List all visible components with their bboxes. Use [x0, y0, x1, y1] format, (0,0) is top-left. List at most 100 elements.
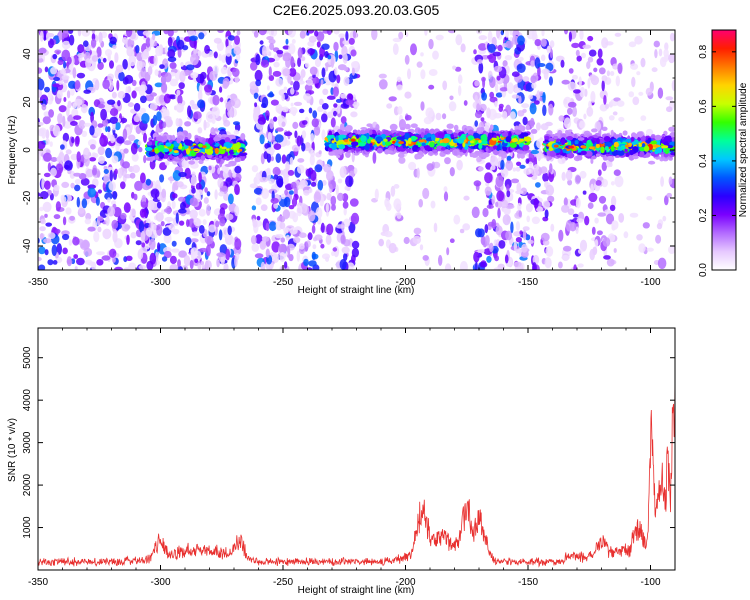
- spectrogram-noise-cell: [175, 103, 184, 113]
- spectrogram-noise-cell: [44, 86, 50, 93]
- spectrogram-noise-cell: [303, 189, 310, 196]
- spectrogram-noise-cell: [480, 117, 485, 122]
- spectrogram-noise-cell: [234, 205, 240, 217]
- spectrogram-noise-cell: [444, 157, 451, 165]
- spectrogram-noise-cell: [102, 57, 107, 63]
- spectrogram-signal-cell: [410, 123, 418, 128]
- spectrogram-noise-cell: [227, 225, 232, 236]
- spectrogram-noise-cell: [123, 148, 129, 154]
- spectrogram-noise-cell: [582, 190, 587, 195]
- spectrogram-noise-cell: [313, 191, 322, 203]
- spectrogram-noise-cell: [474, 80, 480, 87]
- spectrogram-noise-cell: [288, 67, 297, 77]
- spectrogram-noise-cell: [277, 115, 286, 122]
- spectrogram-noise-cell: [109, 60, 114, 69]
- spectrogram-noise-cell: [509, 111, 516, 120]
- spectrogram-noise-cell: [511, 94, 520, 99]
- spectrogram-noise-cell: [307, 232, 313, 241]
- spectrogram-noise-cell: [610, 195, 617, 207]
- spectrogram-noise-cell: [478, 43, 487, 51]
- spectrogram-noise-cell: [324, 76, 329, 83]
- spectrogram-noise-cell: [392, 37, 402, 43]
- spectrogram-noise-cell: [197, 50, 202, 57]
- spectrogram-noise-cell: [254, 69, 263, 82]
- spectrogram-signal-cell: [351, 141, 359, 147]
- spectrogram-noise-cell: [203, 119, 207, 131]
- spectrogram-noise-cell: [526, 215, 530, 223]
- spectrogram-noise-cell: [61, 49, 71, 61]
- spectrogram-noise-cell: [498, 240, 506, 249]
- spectrogram-noise-cell: [64, 160, 73, 171]
- spectrogram-noise-cell: [293, 101, 303, 106]
- spectrogram-noise-cell: [610, 181, 615, 186]
- spectrogram-noise-cell: [288, 43, 296, 55]
- spectrogram-noise-cell: [516, 63, 526, 73]
- spectrogram-noise-cell: [130, 142, 138, 155]
- spectrogram-noise-cell: [194, 258, 199, 264]
- spectrogram-noise-cell: [628, 91, 635, 98]
- spectrogram-noise-cell: [228, 193, 234, 205]
- spectrogram-noise-cell: [76, 196, 81, 208]
- spectrogram-noise-cell: [646, 247, 654, 252]
- spectrogram-noise-cell: [293, 236, 301, 244]
- spectrogram-noise-cell: [484, 172, 493, 184]
- spectrogram-noise-cell: [393, 184, 400, 189]
- spectrogram-noise-cell: [234, 255, 238, 267]
- spectrogram-noise-cell: [517, 202, 522, 211]
- spectrogram-noise-cell: [512, 167, 517, 172]
- spectrogram-noise-cell: [132, 164, 140, 173]
- spectrogram-noise-cell: [545, 184, 555, 196]
- spectrogram-noise-cell: [325, 234, 332, 245]
- spectrogram-noise-cell: [180, 202, 186, 210]
- spectrogram-noise-cell: [326, 192, 332, 201]
- spectrogram-noise-cell: [259, 40, 264, 45]
- spectrogram-noise-cell: [128, 54, 136, 67]
- spectrogram-noise-cell: [234, 165, 242, 174]
- spectrogram-noise-cell: [198, 208, 206, 217]
- spectrogram-noise-cell: [198, 32, 205, 40]
- spectrogram-noise-cell: [327, 55, 332, 60]
- spectrogram-signal-cell: [424, 145, 431, 151]
- spectrogram-noise-cell: [579, 120, 586, 129]
- spectrogram-noise-cell: [438, 254, 443, 266]
- spectrogram-noise-cell: [198, 225, 205, 234]
- spectrogram-noise-cell: [543, 68, 549, 80]
- spectrogram-noise-cell: [419, 244, 424, 251]
- spectrogram-noise-cell: [43, 172, 51, 178]
- spectrogram-noise-cell: [211, 106, 220, 119]
- spectrogram-noise-cell: [486, 107, 491, 119]
- spectrogram-noise-cell: [71, 136, 75, 144]
- spectrogram-noise-cell: [109, 116, 119, 125]
- spectrogram-noise-cell: [544, 209, 549, 219]
- spectrogram-signal-cell: [404, 123, 411, 130]
- spectrogram-noise-cell: [594, 217, 599, 224]
- spectrogram-noise-cell: [268, 38, 276, 45]
- spectrogram-noise-cell: [177, 259, 181, 268]
- spectrogram-noise-cell: [272, 253, 279, 263]
- spectrogram-noise-cell: [234, 238, 242, 251]
- spectrogram-noise-cell: [169, 94, 177, 100]
- spectrogram-noise-cell: [588, 192, 598, 203]
- spectrogram-noise-cell: [61, 230, 70, 236]
- spectrogram-noise-cell: [352, 94, 356, 101]
- spectrogram-noise-cell: [333, 41, 339, 52]
- spectrogram-noise-cell: [516, 161, 522, 166]
- spectrogram-noise-cell: [225, 177, 233, 187]
- spectrogram-noise-cell: [657, 257, 667, 269]
- spectrogram-noise-cell: [168, 223, 176, 231]
- spectrogram-noise-cell: [284, 189, 288, 196]
- spectrogram-noise-cell: [43, 30, 47, 41]
- spectrogram-noise-cell: [343, 252, 348, 262]
- spectrogram-noise-cell: [398, 156, 406, 164]
- spectrogram-noise-cell: [638, 243, 646, 253]
- spectrogram-noise-cell: [178, 82, 185, 90]
- spectrogram-noise-cell: [260, 204, 268, 212]
- spectrogram-noise-cell: [204, 235, 214, 245]
- spectrogram-signal-cell: [457, 137, 464, 144]
- spectrogram-noise-cell: [163, 30, 169, 35]
- spectrogram-noise-cell: [287, 74, 292, 84]
- spectrogram-noise-cell: [654, 49, 658, 59]
- spectrogram-signal-cell: [485, 146, 489, 152]
- spectrogram-noise-cell: [343, 207, 347, 216]
- spectrogram-noise-cell: [269, 43, 275, 51]
